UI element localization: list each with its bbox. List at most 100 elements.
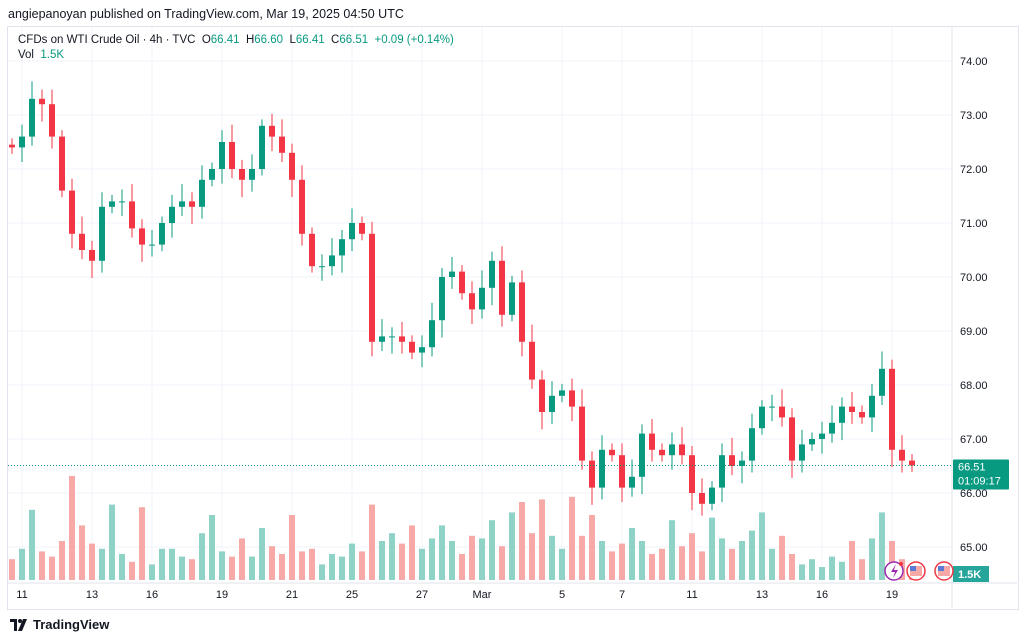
candle-body [839, 406, 845, 423]
volume-bar [799, 564, 805, 580]
volume-bar [139, 507, 145, 580]
high-value: 66.60 [254, 34, 284, 46]
volume-bar [49, 556, 55, 580]
volume-bar [179, 556, 185, 580]
volume-bar [619, 543, 625, 580]
volume-bar [659, 548, 665, 580]
time-tick-label: 5 [559, 589, 565, 601]
volume-bar [649, 554, 655, 580]
volume-bar [819, 567, 825, 580]
candle-body [59, 136, 65, 191]
tradingview-logo-icon [10, 618, 27, 631]
volume-bar [579, 535, 585, 580]
volume-bar [469, 535, 475, 580]
volume-bar [499, 546, 505, 580]
candle-body [279, 136, 285, 153]
candle-body [689, 455, 695, 493]
candle-body [259, 125, 265, 169]
candle-body [269, 125, 275, 137]
candle-body [129, 201, 135, 229]
candle-body [539, 379, 545, 412]
candle-body [909, 460, 915, 466]
volume-bar [479, 538, 485, 580]
vol-label: Vol [18, 49, 34, 61]
volume-bar [199, 533, 205, 580]
candle-body [599, 449, 605, 488]
candle-body [209, 169, 215, 180]
volume-bar [339, 556, 345, 580]
price-tick-label: 68.00 [960, 380, 988, 392]
volume-bar [829, 556, 835, 580]
candle-body [549, 395, 555, 412]
flag-canton [910, 566, 916, 571]
chart-legend: CFDs on WTI Crude Oil · 4h · TVC O66.41 … [18, 33, 454, 63]
time-tick-label: 13 [756, 589, 768, 601]
last-price-badge [953, 459, 1009, 490]
time-tick-label: 19 [216, 589, 228, 601]
candle-body [879, 368, 885, 396]
high-label: H [245, 34, 255, 46]
volume-badge [953, 566, 989, 582]
candle-body [409, 341, 415, 353]
volume-bar [159, 548, 165, 580]
volume-bar [869, 538, 875, 580]
notification-dot [899, 562, 903, 566]
volume-bar [699, 551, 705, 580]
candle-body [439, 277, 445, 321]
volume-bar [609, 551, 615, 580]
volume-bar [419, 548, 425, 580]
price-tick-label: 69.00 [960, 326, 988, 338]
candle-body [639, 433, 645, 477]
volume-bar [719, 538, 725, 580]
volume-bar [539, 499, 545, 580]
candle-body [139, 228, 145, 245]
candle-body [529, 341, 535, 380]
volume-bar [19, 548, 25, 580]
volume-bar [239, 538, 245, 580]
volume-bar [459, 554, 465, 580]
volume-bar [769, 548, 775, 580]
vol-value: 1.5K [40, 49, 65, 61]
time-tick-label: 16 [146, 589, 158, 601]
volume-bar [589, 515, 595, 580]
candle-body [379, 336, 385, 342]
volume-bar [429, 538, 435, 580]
time-tick-label: 19 [886, 589, 898, 601]
volume-bar [669, 520, 675, 580]
volume-bar [299, 551, 305, 580]
candle-body [809, 439, 815, 445]
bar-countdown: 01:09:17 [958, 475, 1001, 487]
candle-body [149, 244, 155, 246]
candle-body [419, 347, 425, 353]
volume-bar [599, 541, 605, 580]
candle-body [849, 406, 855, 412]
volume-bar [569, 496, 575, 580]
tradingview-footer[interactable]: TradingView [10, 617, 109, 632]
time-tick-label: 11 [16, 589, 27, 601]
time-tick-label: Mar [473, 589, 492, 601]
candle-body [189, 201, 195, 207]
volume-bar [149, 564, 155, 580]
us-flag-event-icon [906, 561, 926, 581]
candle-body [79, 233, 85, 250]
last-price-value: 66.51 [958, 461, 986, 473]
volume-bar [729, 548, 735, 580]
candle-body [199, 179, 205, 207]
candle-body [829, 422, 835, 434]
volume-bar [439, 525, 445, 580]
us-flag-event-icon [934, 561, 954, 581]
volume-bar [189, 559, 195, 580]
candle-body [799, 444, 805, 461]
time-tick-label: 25 [346, 589, 358, 601]
volume-bar [709, 517, 715, 580]
price-tick-label: 74.00 [960, 56, 988, 68]
candle-body [609, 449, 615, 456]
volume-bar [39, 551, 45, 580]
candle-body [109, 201, 115, 207]
candle-body [619, 455, 625, 488]
candle-body [759, 406, 765, 429]
volume-bar [629, 528, 635, 580]
volume-bar [889, 541, 895, 580]
lightning-event-icon [884, 561, 904, 581]
